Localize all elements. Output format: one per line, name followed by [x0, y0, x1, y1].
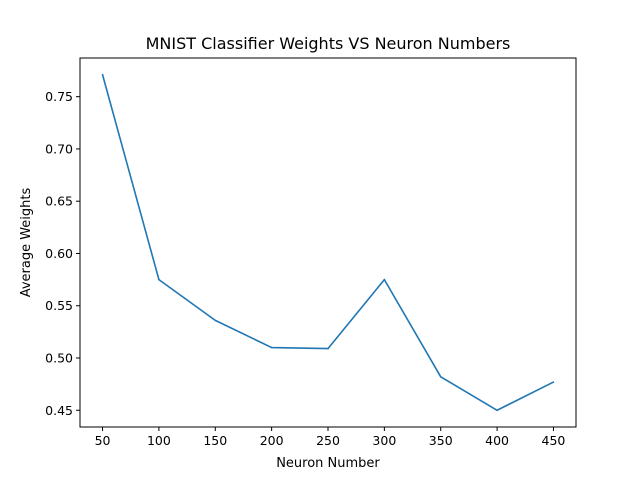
x-tick-label: 50: [95, 433, 111, 448]
x-tick-label: 450: [542, 433, 566, 448]
x-tick-label: 150: [203, 433, 227, 448]
x-tick-label: 400: [485, 433, 509, 448]
y-tick-label: 0.60: [45, 246, 73, 261]
data-point: [383, 278, 386, 281]
series-line-0: [101, 74, 554, 412]
x-tick-label: 200: [260, 433, 284, 448]
data-point: [327, 347, 329, 350]
data-point: [158, 278, 160, 281]
x-axis: 50 100 150 200 250 300 350 400 450: [95, 427, 566, 448]
data-point: [270, 346, 273, 349]
y-tick-label: 0.65: [45, 194, 73, 209]
x-tick-label: 100: [147, 433, 171, 448]
data-point: [496, 409, 498, 412]
series-layer: [101, 73, 555, 412]
x-tick-label: 350: [429, 433, 453, 448]
chart-title: MNIST Classifier Weights VS Neuron Numbe…: [146, 34, 511, 53]
data-point: [439, 376, 442, 378]
data-point: [552, 381, 555, 383]
y-axis-label: Average Weights: [19, 187, 34, 297]
data-point: [101, 73, 104, 76]
data-point: [214, 319, 217, 322]
x-axis-label: Neuron Number: [276, 456, 380, 471]
plot-area-frame: [79, 57, 577, 428]
y-axis: 0.45 0.50 0.55 0.60 0.65 0.70 0.75: [45, 89, 80, 418]
y-tick-label: 0.55: [45, 298, 73, 313]
x-tick-label: 250: [316, 433, 340, 448]
y-tick-label: 0.50: [45, 351, 73, 366]
y-tick-label: 0.75: [45, 89, 73, 104]
y-tick-label: 0.45: [45, 403, 73, 418]
x-tick-label: 300: [372, 433, 396, 448]
y-tick-label: 0.70: [45, 141, 73, 156]
